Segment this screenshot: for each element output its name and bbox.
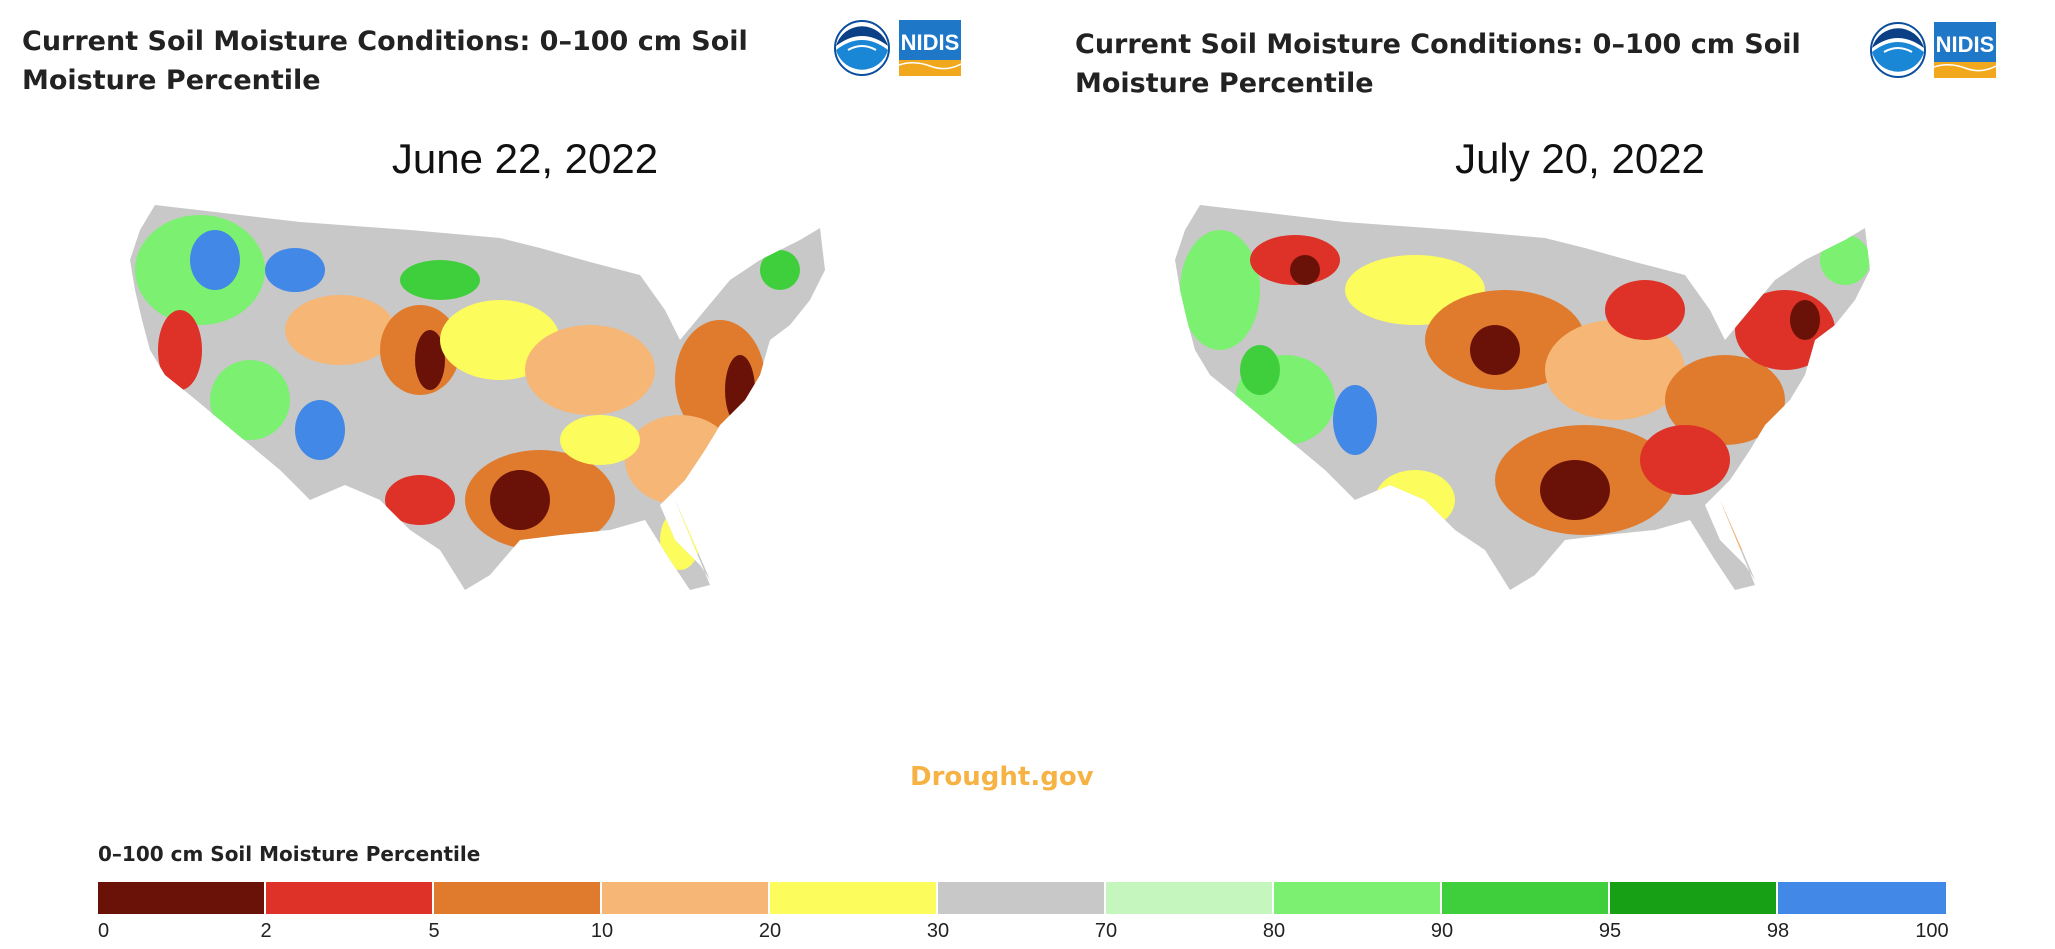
legend-tick-label: 2 <box>260 920 272 942</box>
noaa-logo <box>1870 22 1926 78</box>
legend-bin <box>938 882 1106 914</box>
legend-tick-label: 30 <box>926 920 950 942</box>
legend-color-bar <box>98 882 1946 914</box>
legend-bin <box>1274 882 1442 914</box>
nidis-logo: NIDIS <box>899 20 961 76</box>
legend-bin <box>434 882 602 914</box>
panel-title-line1: Current Soil Moisture Conditions: 0–100 … <box>1075 29 1801 60</box>
legend-tick-label: 100 <box>1915 920 1949 942</box>
legend-bin <box>1778 882 1946 914</box>
legend-title: 0–100 cm Soil Moisture Percentile <box>98 842 481 866</box>
legend-tick-label: 20 <box>758 920 782 942</box>
nidis-logo-text: NIDIS <box>901 30 960 55</box>
legend-tick-label: 80 <box>1262 920 1286 942</box>
soil-moisture-map-june <box>130 205 825 590</box>
legend-bin <box>602 882 770 914</box>
legend-tick-label: 5 <box>428 920 440 942</box>
legend-bin <box>770 882 938 914</box>
noaa-logo <box>834 20 890 76</box>
legend-bin <box>266 882 434 914</box>
panel-title-right: Current Soil Moisture Conditions: 0–100 … <box>1075 25 1801 103</box>
legend-bin <box>1106 882 1274 914</box>
nidis-logo: NIDIS <box>1934 22 1996 78</box>
legend-tick-label: 98 <box>1766 920 1790 942</box>
nidis-logo-text: NIDIS <box>1936 32 1995 57</box>
soil-moisture-map-july <box>1175 205 1870 590</box>
legend-bin <box>1442 882 1610 914</box>
legend-tick-label: 10 <box>590 920 614 942</box>
panel-title-line2: Moisture Percentile <box>1075 68 1374 99</box>
legend-tick-label: 95 <box>1598 920 1622 942</box>
panel-title-line2: Moisture Percentile <box>22 65 321 96</box>
date-label-right: July 20, 2022 <box>1455 135 1705 182</box>
date-label-left: June 22, 2022 <box>391 135 659 182</box>
panel-title-left: Current Soil Moisture Conditions: 0–100 … <box>22 22 748 100</box>
legend-bin <box>98 882 266 914</box>
legend-tick-label: 90 <box>1430 920 1454 942</box>
drought-gov-watermark: Drought.gov <box>910 762 1094 792</box>
legend-bin <box>1610 882 1778 914</box>
panel-title-line1: Current Soil Moisture Conditions: 0–100 … <box>22 26 748 57</box>
legend-tick-label: 0 <box>98 920 110 942</box>
legend-tick-label: 70 <box>1094 920 1118 942</box>
legend-tick-labels: 0 2 5 10 20 30 70 80 90 95 98 100 <box>98 920 1949 946</box>
